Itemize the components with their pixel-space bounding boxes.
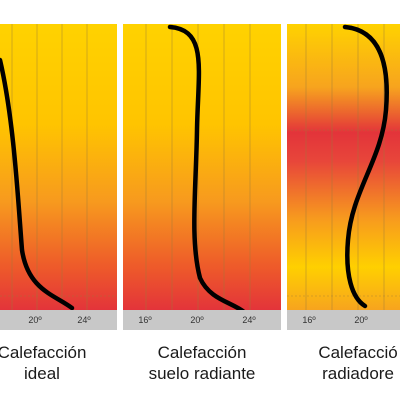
panel-radiadores-tick-20: 20º xyxy=(354,315,368,325)
panel-suelo-radiante: 16º 20º 24º xyxy=(123,24,281,330)
caption-radiadores: Calefacció radiadore xyxy=(268,342,400,384)
caption-suelo-radiante: Calefacción suelo radiante xyxy=(112,342,292,384)
panel-radiadores-tick-16: 16º xyxy=(302,315,316,325)
panel-suelo-tick-16: 16º xyxy=(138,315,152,325)
panel-ideal-axis-bar xyxy=(0,310,117,330)
panel-ideal-temperature-curve xyxy=(0,57,75,311)
panel-radiadores: 16º 20º xyxy=(287,24,400,330)
panel-ideal-gridlines xyxy=(0,24,117,310)
caption-suelo-line1: Calefacción xyxy=(157,343,247,362)
panel-ideal-tick-20: 20º xyxy=(28,315,42,325)
caption-suelo-line2: suelo radiante xyxy=(148,364,256,383)
panel-suelo-axis-bar xyxy=(123,310,281,330)
panel-ideal-tick-24: 24º xyxy=(77,315,91,325)
panel-radiadores-temperature-curve xyxy=(342,24,389,309)
panel-ideal-background xyxy=(0,24,117,310)
caption-ideal: Calefacción ideal xyxy=(0,342,132,384)
panel-suelo-tick-20: 20º xyxy=(190,315,204,325)
caption-radiadores-line2: radiadore xyxy=(322,364,394,383)
panel-suelo-background xyxy=(123,24,281,310)
panel-ideal: 20º 24º xyxy=(0,24,117,330)
panel-radiadores-gridlines xyxy=(287,24,400,310)
panel-suelo-tick-24: 24º xyxy=(242,315,256,325)
caption-radiadores-line1: Calefacció xyxy=(318,343,398,362)
caption-ideal-line1: Calefacción xyxy=(0,343,87,362)
heating-comparison-graphic: 20º 24º 16º 20º 24º xyxy=(0,24,400,330)
panel-suelo-temperature-curve xyxy=(167,24,247,315)
panel-radiadores-axis-bar xyxy=(287,310,400,330)
caption-ideal-line2: ideal xyxy=(24,364,60,383)
